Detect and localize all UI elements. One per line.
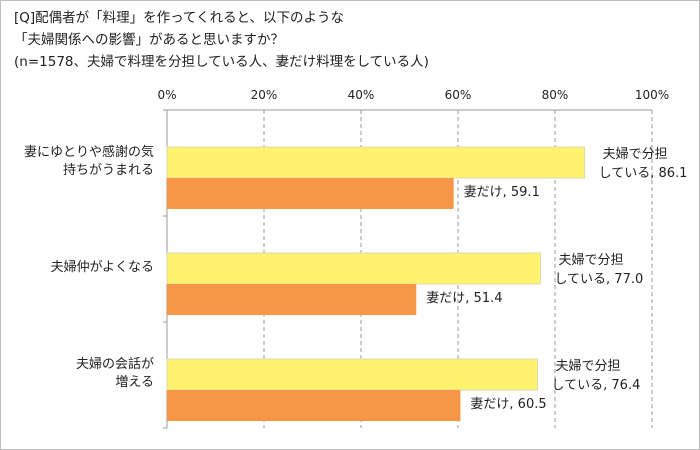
bar-wife-only	[167, 390, 461, 421]
data-label-shared-line2: している, 77.0	[554, 272, 643, 287]
bar-wife-only	[167, 284, 417, 315]
data-label-shared-line2: している, 86.1	[599, 166, 688, 181]
category-label: 持ちがうまれる	[63, 163, 154, 178]
category-label: 夫婦仲がよくなる	[51, 259, 154, 275]
category-label: 夫婦の会話が	[76, 356, 154, 372]
data-label-wife-only: 妻だけ, 60.5	[470, 397, 546, 412]
x-tick-label: 0%	[157, 88, 176, 102]
bar-shared	[166, 146, 586, 179]
data-label-shared-line1: 夫婦で分担	[558, 252, 623, 268]
chart-title-line-3: (n=1578、夫婦で料理を分担している人、妻だけ料理をしている人)	[14, 54, 429, 70]
bar-shared	[166, 252, 541, 285]
chart-title-line-2: 「夫婦関係への影響」があると思いますか？	[14, 32, 284, 48]
x-tick-label: 80%	[542, 88, 569, 102]
x-tick-label: 100%	[635, 88, 669, 102]
x-tick-label: 40%	[348, 88, 375, 102]
bar-wife-only	[167, 178, 454, 209]
x-tick-label: 20%	[251, 88, 278, 102]
x-tick-label: 60%	[445, 88, 472, 102]
bar-shared	[166, 358, 539, 391]
data-label-wife-only: 妻だけ, 59.1	[464, 185, 540, 200]
data-label-wife-only: 妻だけ, 51.4	[426, 291, 502, 306]
category-label: 増える	[115, 375, 154, 390]
data-label-shared-line1: 夫婦で分担	[603, 146, 668, 162]
data-label-shared-line2: している, 76.4	[552, 378, 641, 393]
category-label: 妻にゆとりや感謝の気	[24, 144, 154, 160]
data-label-shared-line1: 夫婦で分担	[556, 358, 621, 374]
chart-title-line-1: [Q]配偶者が「料理」を作ってくれると、以下のような	[14, 10, 345, 26]
